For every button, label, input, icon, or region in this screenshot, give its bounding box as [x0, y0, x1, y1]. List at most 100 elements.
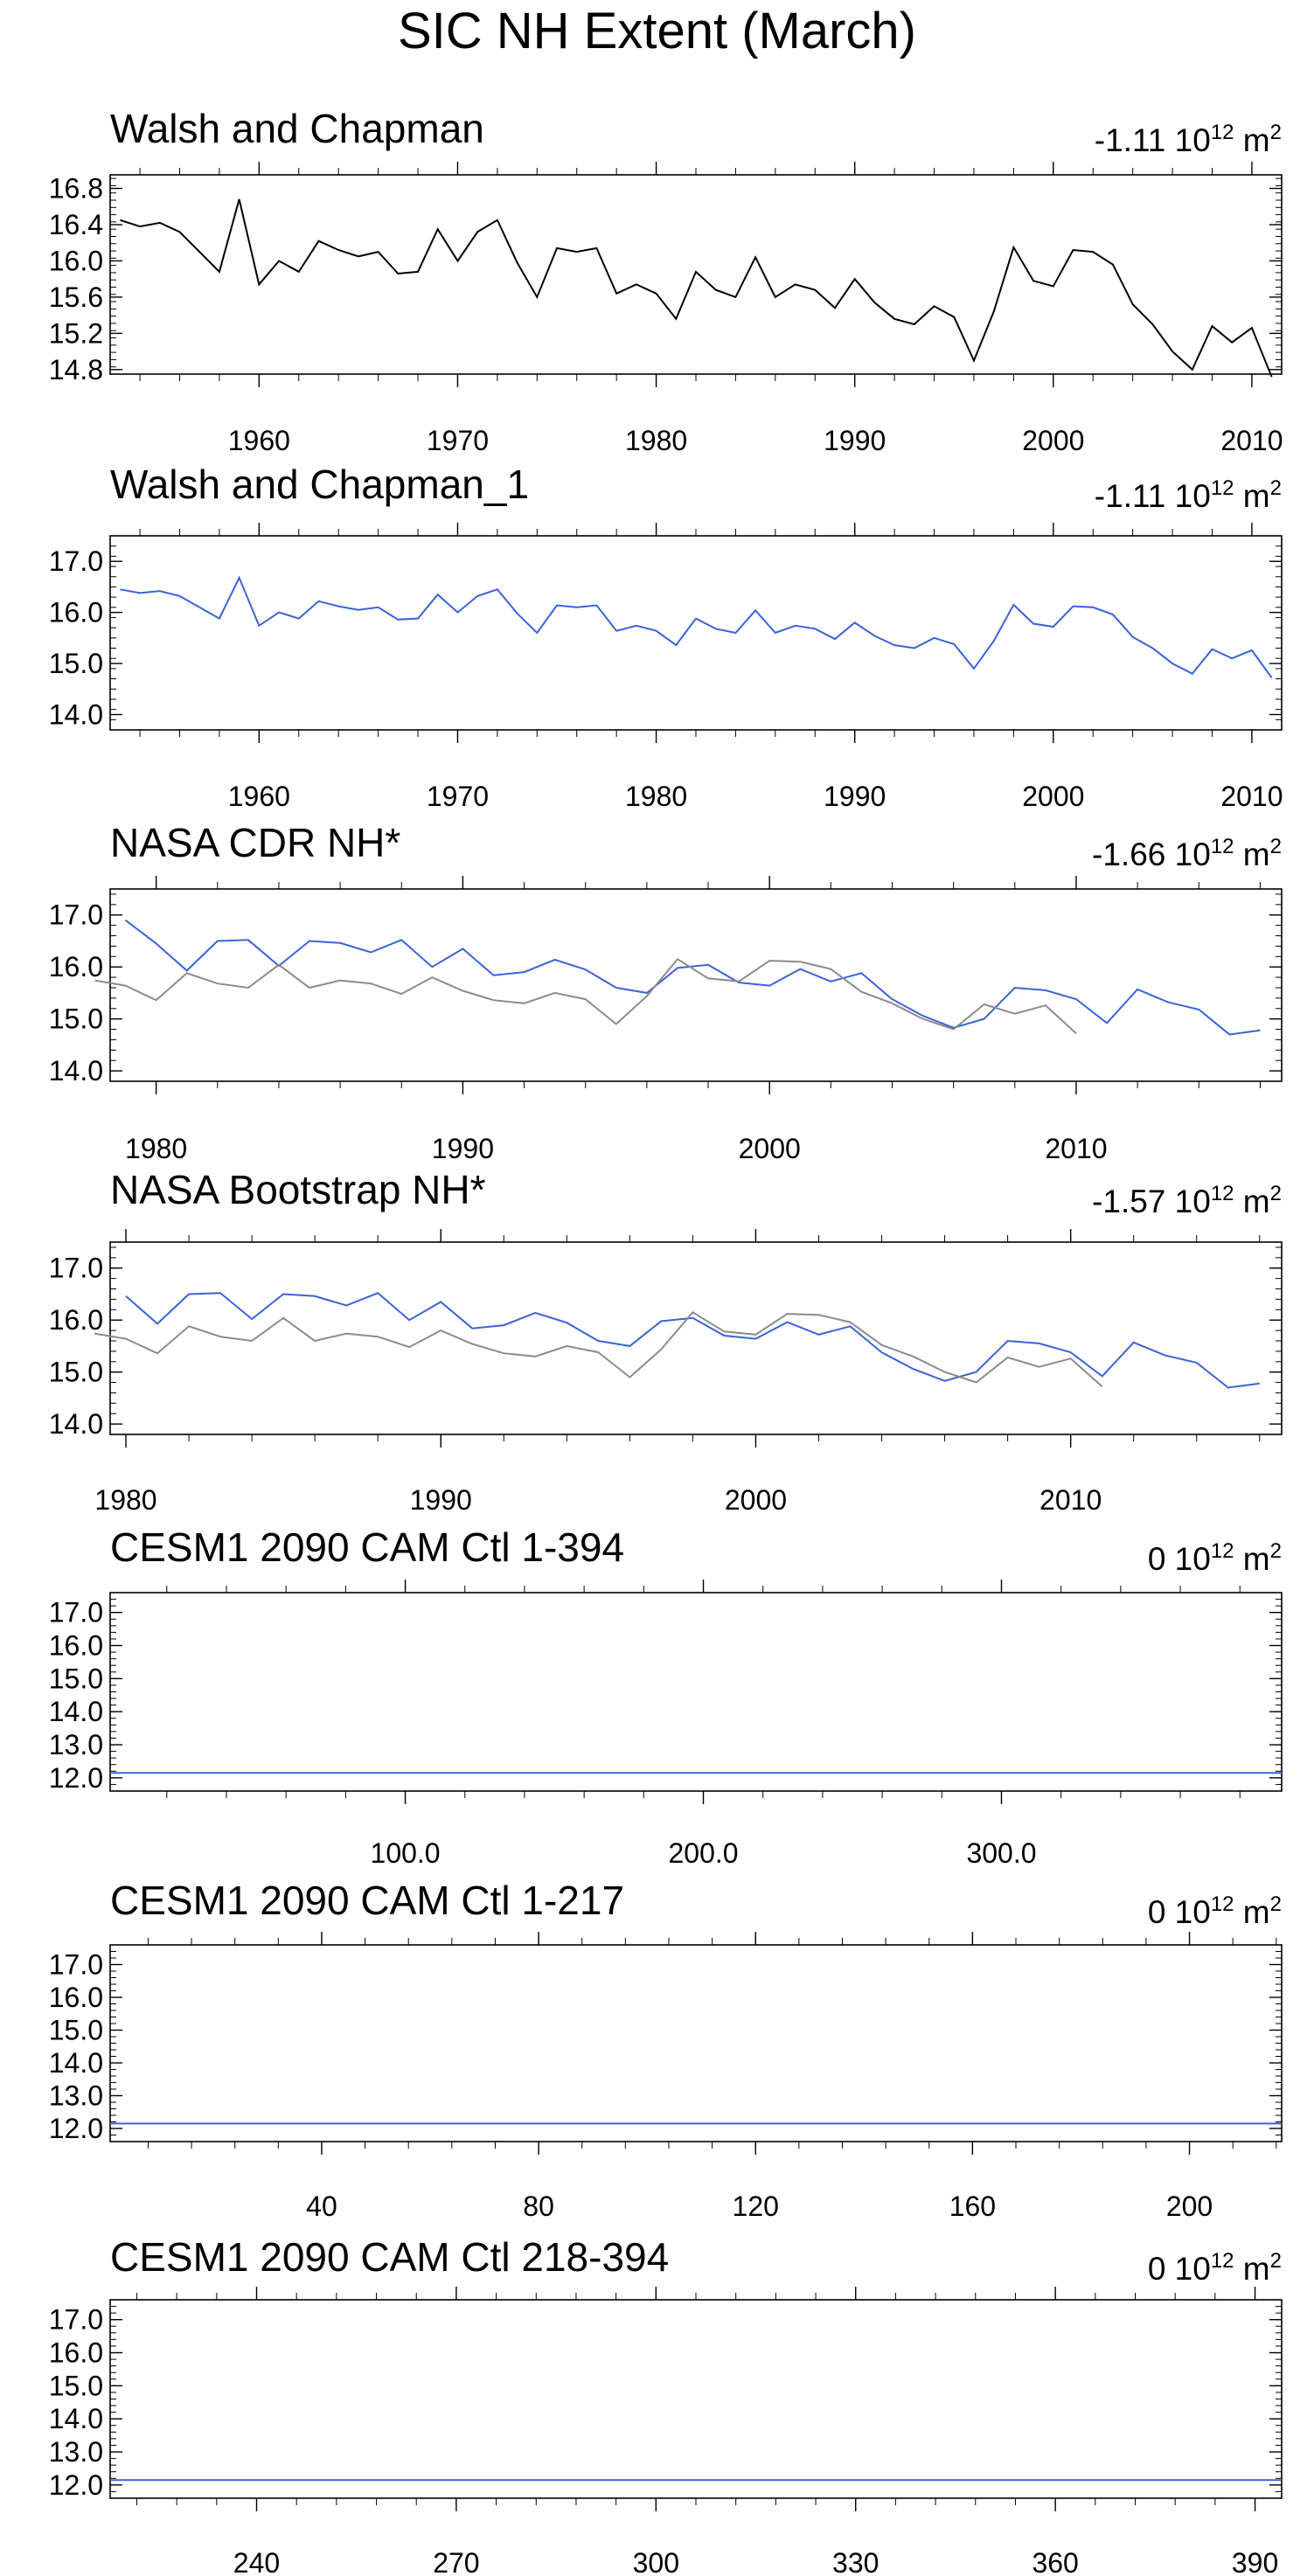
y-tick-label: 12.0	[49, 2469, 103, 2501]
y-tick-label: 15.0	[49, 1663, 103, 1694]
x-tick-label: 1960	[228, 425, 290, 456]
x-tick-label: 200.0	[668, 1837, 738, 1869]
y-tick-label: 16.0	[49, 597, 103, 628]
x-tick-label: 120	[733, 2191, 779, 2222]
y-tick-label: 14.0	[49, 2403, 103, 2434]
plot-frame	[109, 174, 1283, 375]
x-tick-label: 390	[1232, 2547, 1278, 2576]
x-tick-label: 1980	[94, 1484, 156, 1516]
series-line	[125, 1292, 1260, 1389]
plot-frame	[109, 888, 1283, 1082]
y-tick-label: 14.8	[49, 354, 103, 385]
y-tick-label: 14.0	[49, 698, 103, 730]
series-line	[120, 575, 1273, 678]
x-tick-label: 40	[306, 2191, 337, 2222]
x-tick-label: 2000	[725, 1484, 787, 1516]
x-tick-label: 160	[949, 2191, 996, 2222]
y-tick-label: 12.0	[49, 2113, 103, 2144]
x-tick-label: 2000	[1022, 425, 1084, 456]
x-tick-label: 1980	[625, 781, 687, 812]
y-tick-label: 16.0	[49, 1982, 103, 2013]
x-tick-label: 1980	[125, 1133, 187, 1164]
y-tick-label: 13.0	[49, 2436, 103, 2468]
x-tick-label: 2010	[1039, 1484, 1102, 1516]
x-tick-label: 330	[832, 2547, 879, 2576]
y-tick-label: 12.0	[49, 1762, 103, 1794]
panel-title: CESM1 2090 CAM Ctl 1-217	[110, 1878, 624, 1923]
x-tick-label: 1970	[427, 425, 489, 456]
series-line	[120, 198, 1273, 378]
y-tick-label: 15.0	[49, 648, 103, 679]
plot-frame	[109, 1592, 1283, 1792]
y-tick-label: 16.0	[49, 245, 103, 276]
y-tick-label: 16.4	[49, 209, 103, 240]
panel-title: Walsh and Chapman_1	[110, 462, 529, 507]
y-tick-label: 14.0	[49, 1055, 103, 1087]
panel-title: NASA CDR NH*	[110, 820, 400, 865]
y-tick-label: 17.0	[49, 899, 103, 931]
y-tick-label: 17.0	[49, 2304, 103, 2336]
chart-panel: Walsh and Chapman_1 -1.11 1012 m2 14.0 15.0…	[49, 462, 1283, 812]
x-tick-label: 2010	[1045, 1133, 1107, 1164]
y-tick-label: 17.0	[49, 1597, 103, 1628]
y-tick-label: 15.0	[49, 1003, 103, 1035]
y-tick-label: 15.0	[49, 2015, 103, 2046]
y-tick-label: 14.0	[49, 2047, 103, 2079]
chart-panel: CESM1 2090 CAM Ctl 218-394 0 1012 m212.01…	[49, 2234, 1283, 2576]
trend-annotation: 0 1012 m2	[1148, 1892, 1282, 1930]
x-tick-label: 1990	[432, 1133, 494, 1164]
y-tick-label: 13.0	[49, 2080, 103, 2112]
y-tick-label: 17.0	[49, 1253, 103, 1284]
y-tick-label: 13.0	[49, 1729, 103, 1760]
y-tick-label: 17.0	[49, 545, 103, 577]
panel-title: NASA Bootstrap NH*	[110, 1167, 486, 1212]
chart-panel: NASA CDR NH* -1.66 1012 m2 14.0 15.0 16.0 17.…	[49, 820, 1283, 1164]
x-tick-label: 270	[433, 2547, 479, 2576]
y-tick-label: 15.6	[49, 281, 103, 313]
x-tick-label: 200	[1166, 2191, 1213, 2222]
chart-panel: NASA Bootstrap NH* -1.57 1012 m2 14.0 15.0 1…	[49, 1167, 1283, 1516]
x-tick-label: 2010	[1220, 425, 1283, 456]
series-line	[94, 1311, 1103, 1388]
plot-frame	[109, 1241, 1283, 1435]
x-tick-label: 300	[633, 2547, 679, 2576]
plot-frame	[109, 1944, 1283, 2142]
plot-frame	[109, 535, 1283, 731]
x-tick-label: 2000	[739, 1133, 801, 1164]
panel-title: CESM1 2090 CAM Ctl 1-394	[110, 1524, 624, 1570]
trend-annotation: -1.57 1012 m2	[1092, 1182, 1282, 1219]
trend-annotation: -1.66 1012 m2	[1092, 835, 1282, 872]
x-tick-label: 360	[1032, 2547, 1078, 2576]
x-tick-label: 2000	[1022, 781, 1084, 812]
x-tick-label: 100.0	[371, 1837, 441, 1869]
panel-title: Walsh and Chapman	[110, 106, 484, 151]
y-tick-label: 15.0	[49, 2370, 103, 2401]
chart-panel: CESM1 2090 CAM Ctl 1-217 0 1012 m2 12.013.…	[49, 1878, 1283, 2222]
y-tick-label: 15.2	[49, 317, 103, 349]
chart-panel: CESM1 2090 CAM Ctl 1-394 0 1012 m2 12.013.…	[49, 1524, 1283, 1869]
trend-annotation: -1.11 1012 m2	[1095, 121, 1282, 158]
series-line	[94, 957, 1077, 1035]
x-tick-label: 300.0	[966, 1837, 1036, 1869]
y-tick-label: 15.0	[49, 1357, 103, 1388]
x-tick-label: 1980	[625, 425, 687, 456]
y-tick-label: 14.0	[49, 1408, 103, 1440]
y-tick-label: 16.0	[49, 1630, 103, 1662]
trend-annotation: 0 1012 m2	[1148, 2249, 1282, 2287]
trend-annotation: -1.11 1012 m2	[1095, 476, 1282, 514]
chart-panel: Walsh and Chapman -1.11 1012 m2 14.8 15.2 15…	[49, 106, 1283, 456]
trend-annotation: 0 1012 m2	[1148, 1539, 1282, 1577]
x-tick-label: 2010	[1220, 781, 1283, 812]
y-tick-label: 16.0	[49, 1304, 103, 1336]
y-tick-label: 16.0	[49, 951, 103, 982]
y-tick-label: 16.0	[49, 2337, 103, 2369]
x-tick-label: 80	[523, 2191, 554, 2222]
x-tick-label: 240	[233, 2547, 280, 2576]
page-title: SIC NH Extent (March)	[398, 3, 916, 59]
x-tick-label: 1990	[824, 781, 886, 812]
panel-title: CESM1 2090 CAM Ctl 218-394	[110, 2234, 669, 2280]
x-tick-label: 1990	[410, 1484, 472, 1516]
y-tick-label: 17.0	[49, 1949, 103, 1981]
y-tick-label: 14.0	[49, 1696, 103, 1727]
